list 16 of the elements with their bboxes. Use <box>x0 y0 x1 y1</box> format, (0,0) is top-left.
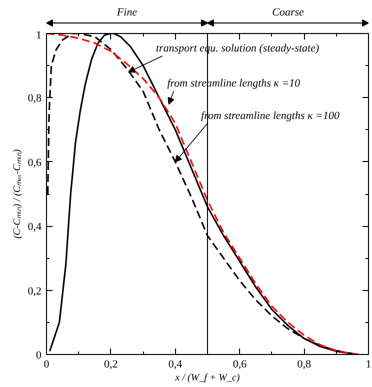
x-tick-label: 0,8 <box>297 358 312 370</box>
x-tick-label: 0 <box>44 358 50 370</box>
x-tick-label: 1 <box>366 358 372 370</box>
y-tick-label: 0,6 <box>28 156 42 169</box>
x-tick-label: 0,2 <box>104 358 118 370</box>
y-tick-label: 1 <box>36 30 42 42</box>
text: Coarse <box>272 6 304 18</box>
x-tick-label: 0,4 <box>168 358 183 370</box>
text: Fine <box>116 6 138 18</box>
y-tick-label: 0,4 <box>28 221 42 234</box>
y-tick-label: 0 <box>36 350 42 362</box>
y-tick-label: 0,2 <box>28 285 42 298</box>
x-tick-label: 0,6 <box>232 358 248 370</box>
y-axis-title: (C-Cₘᵢₙ) / (Cₘₐₓ-Cₘᵢₙ) <box>12 148 23 239</box>
x-axis-title: x / (W_f + W_c) <box>174 372 240 384</box>
y-tick-label: 0,8 <box>28 92 42 105</box>
